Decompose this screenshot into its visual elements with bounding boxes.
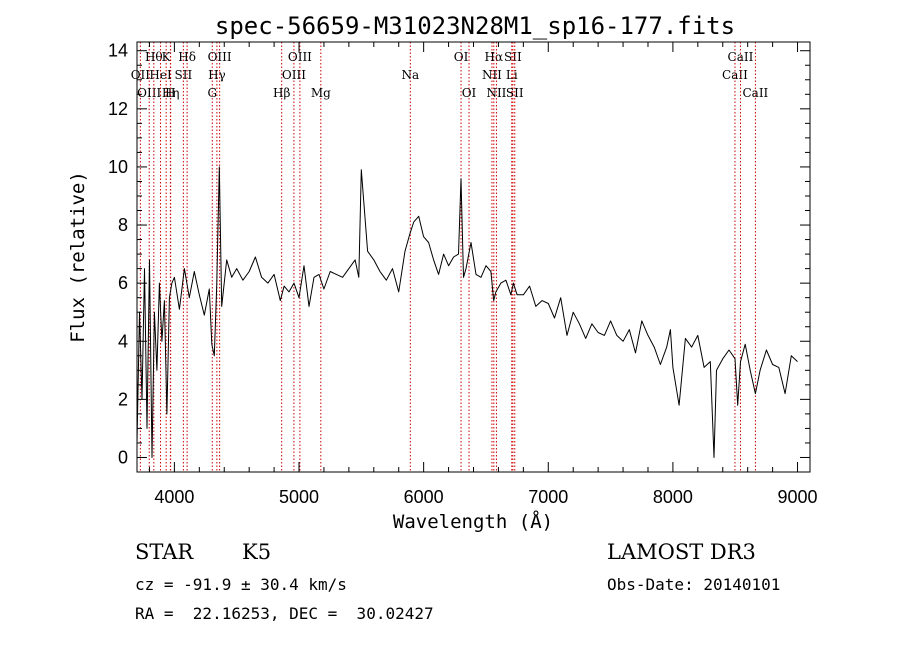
x-tick-label: 5000 bbox=[279, 487, 319, 507]
y-tick-label: 14 bbox=[108, 41, 128, 61]
line-marker-label: Hδ bbox=[178, 50, 196, 64]
y-tick-label: 0 bbox=[118, 447, 128, 467]
line-marker-label: K bbox=[162, 50, 172, 64]
line-marker-label: Hα bbox=[485, 50, 504, 64]
spectrum-series bbox=[136, 166, 798, 458]
y-tick-label: 4 bbox=[118, 331, 128, 351]
x-tick-label: 8000 bbox=[653, 487, 693, 507]
line-marker-label: Hγ bbox=[208, 68, 226, 82]
redshift-text: cz = -91.9 ± 30.4 km/s bbox=[135, 575, 347, 594]
y-tick-label: 6 bbox=[118, 273, 128, 293]
line-marker-label: G bbox=[207, 86, 217, 100]
y-tick-label: 8 bbox=[118, 215, 128, 235]
y-tick-label: 10 bbox=[108, 157, 128, 177]
line-marker-label: OIII bbox=[288, 50, 312, 64]
x-tick-label: 7000 bbox=[528, 487, 568, 507]
line-marker-label: Na bbox=[401, 68, 419, 82]
x-tick-label: 4000 bbox=[154, 487, 194, 507]
line-marker-label: SII bbox=[504, 50, 522, 64]
y-axis-ticks: 0 2 4 6 8 10 12 14 bbox=[108, 41, 810, 467]
line-marker-label: CaII bbox=[728, 50, 754, 64]
line-marker-label: NII bbox=[486, 86, 506, 100]
x-axis-ticks: 4000 5000 6000 7000 8000 9000 bbox=[148, 42, 818, 507]
line-marker-label: OIII bbox=[208, 50, 232, 64]
line-marker-label: HeI bbox=[149, 68, 172, 82]
line-marker-label: OI bbox=[454, 50, 469, 64]
line-marker-label: Hη bbox=[162, 86, 180, 100]
obs-date: Obs-Date: 20140101 bbox=[607, 575, 781, 594]
y-tick-label: 12 bbox=[108, 99, 128, 119]
y-tick-label: 2 bbox=[118, 389, 128, 409]
line-marker-label: OI bbox=[462, 86, 477, 100]
coordinates: RA = 22.16253, DEC = 30.02427 bbox=[135, 604, 434, 623]
y-axis-label: Flux (relative) bbox=[67, 171, 89, 343]
object-subclass: K5 bbox=[242, 540, 272, 564]
spectrum-line bbox=[136, 166, 798, 458]
line-marker-label: CaII bbox=[742, 86, 768, 100]
line-marker-label: Hβ bbox=[273, 86, 290, 100]
object-class: STAR bbox=[135, 540, 194, 564]
line-marker-label: Mg bbox=[311, 86, 331, 100]
x-tick-label: 9000 bbox=[778, 487, 818, 507]
line-marker-label: SII bbox=[175, 68, 193, 82]
x-tick-label: 6000 bbox=[404, 487, 444, 507]
chart-title: spec-56659-M31023N28M1_sp16-177.fits bbox=[215, 12, 735, 40]
line-marker-label: OII bbox=[131, 68, 151, 82]
line-marker-label: Li bbox=[506, 68, 518, 82]
line-marker-label: SII bbox=[506, 86, 524, 100]
x-axis-label: Wavelength (Å) bbox=[393, 510, 553, 533]
line-marker-label: OIII bbox=[282, 68, 306, 82]
line-marker-label: H bbox=[165, 86, 175, 100]
line-marker-label: Hθ bbox=[145, 50, 163, 64]
line-marker-label: OIII bbox=[137, 86, 161, 100]
line-marker-label: CaII bbox=[722, 68, 748, 82]
line-marker-label: NII bbox=[482, 68, 502, 82]
line-markers: OIIOIIIHθHeIKHηHSIIHδGHγOIIIHβOIIIOIIIMg… bbox=[131, 42, 769, 472]
survey-name: LAMOST DR3 bbox=[607, 540, 756, 564]
